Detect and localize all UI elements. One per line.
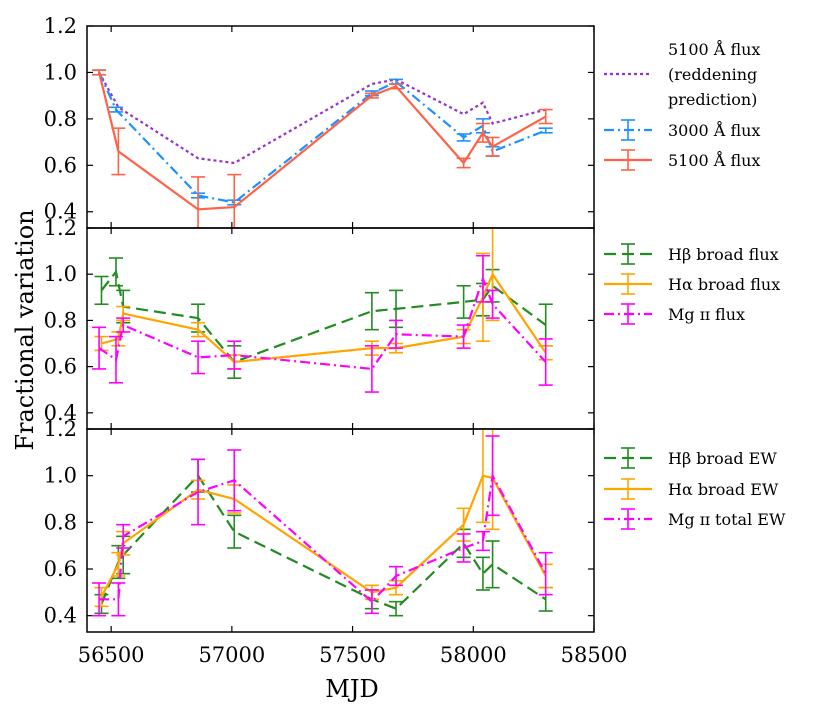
x-tick-label: 58000 — [440, 643, 507, 667]
series-line-mg_ew — [99, 472, 547, 604]
y-tick-label: 0.8 — [44, 107, 77, 131]
panels: 0.40.60.81.01.20.40.60.81.01.20.40.60.81… — [44, 14, 628, 667]
y-tick-label: 0.6 — [44, 153, 77, 177]
legend-label: (reddening — [668, 65, 757, 84]
legend-item-hb_flux: Hβ broad flux — [604, 243, 779, 265]
legend-label: prediction) — [668, 90, 757, 109]
panel-frame — [86, 428, 595, 633]
legend-label: Mg ɪɪ total EW — [668, 510, 786, 529]
x-tick-label: 58500 — [561, 643, 628, 667]
legend-label: Hβ broad EW — [668, 449, 777, 468]
legend-label: Mg ɪɪ flux — [668, 305, 745, 324]
series-line-reddening — [98, 71, 546, 165]
y-tick-label: 0.8 — [44, 308, 77, 332]
legend-label: 5100 Å flux — [668, 150, 760, 170]
legend-label: Hα broad flux — [668, 275, 780, 294]
y-tick-label: 0.6 — [44, 355, 77, 379]
legend-label: 5100 Å flux — [668, 39, 760, 59]
legend-item-ha_flux: Hα broad flux — [604, 273, 780, 295]
legend-label: 3000 Å flux — [668, 120, 760, 140]
legend-item-mg_flux: Mg ɪɪ flux — [604, 303, 745, 325]
legend-item-mg_ew: Mg ɪɪ total EW — [604, 508, 786, 530]
y-tick-label: 1.0 — [44, 262, 77, 286]
y-tick-label: 0.4 — [44, 200, 77, 224]
y-axis-label: Fractional variation — [11, 209, 39, 450]
y-tick-label: 1.2 — [44, 216, 77, 240]
panel-middle: 0.4 0.6 0.8 1.0 1.2 — [44, 216, 595, 430]
x-tick-label: 56500 — [78, 643, 145, 667]
series-line-flux5100 — [98, 72, 547, 211]
legend-item-reddening: 5100 Å flux (reddening prediction) — [604, 39, 760, 109]
legend-item-hb_ew: Hβ broad EW — [604, 447, 777, 469]
x-tick-label: 57000 — [198, 643, 265, 667]
x-axis-label: MJD — [325, 675, 378, 703]
legend-label: Hβ broad flux — [668, 245, 779, 264]
legend-item-flux5100: 5100 Å flux — [604, 149, 760, 171]
y-tick-label: 1.0 — [44, 60, 77, 84]
y-tick-label: 0.6 — [44, 557, 77, 581]
y-tick-label: 0.4 — [44, 604, 77, 628]
series-line-hb_flux — [100, 269, 547, 364]
legend-item-flux3000: 3000 Å flux — [604, 119, 760, 141]
series-group — [92, 69, 553, 228]
y-tick-label: 1.2 — [44, 14, 77, 38]
panel-bottom: 0.4 0.6 0.8 1.0 1.2 — [44, 417, 595, 633]
legend-item-ha_ew: Hα broad EW — [604, 478, 779, 500]
y-tick-label: 0.8 — [44, 510, 77, 534]
y-tick-label: 1.0 — [44, 464, 77, 488]
series-group — [92, 228, 553, 393]
y-tick-label: 0.4 — [44, 401, 77, 425]
series-group — [92, 429, 553, 617]
x-tick-label: 57500 — [319, 643, 386, 667]
y-tick-label: 1.2 — [44, 417, 77, 441]
legends: 5100 Å flux (reddening prediction) 3000 Å f… — [604, 39, 786, 530]
panel-top: 0.4 0.6 0.8 1.0 1.2 — [44, 14, 595, 229]
legend-label: Hα broad EW — [668, 480, 779, 499]
